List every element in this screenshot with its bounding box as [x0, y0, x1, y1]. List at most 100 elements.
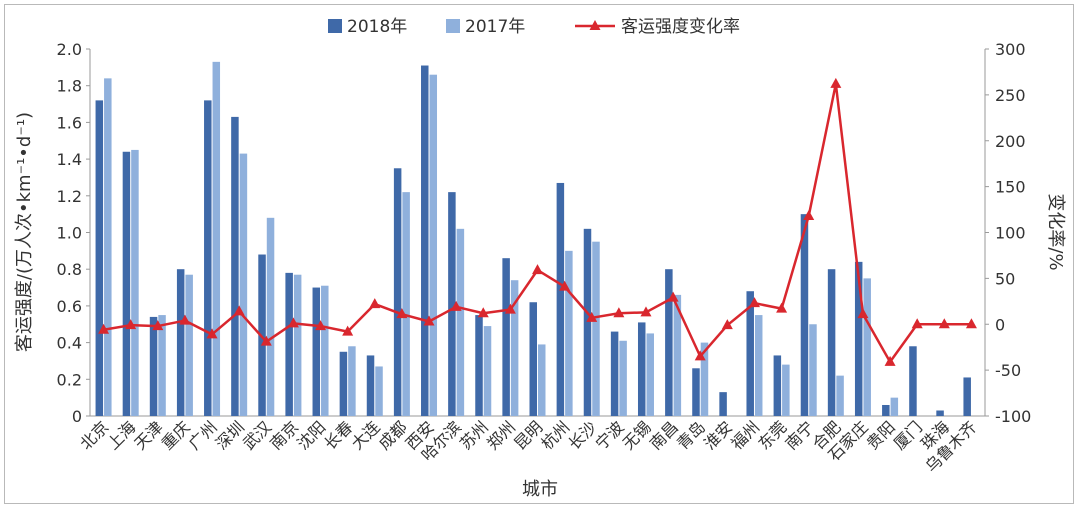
bar-2017: [158, 315, 166, 416]
right-tick-label: 300: [995, 40, 1026, 59]
change-rate-marker: [423, 315, 435, 326]
legend-swatch-2017: [446, 19, 460, 33]
bar-2017: [483, 326, 492, 416]
left-tick-label: 1.0: [57, 224, 82, 243]
y2-axis-title: 变化率/%: [1045, 193, 1066, 270]
change-rate-marker: [586, 311, 598, 322]
legend-triangle-marker-icon: [589, 20, 601, 30]
right-tick-label: 200: [995, 132, 1026, 151]
bar-2018: [448, 192, 456, 416]
bar-2017: [673, 294, 682, 416]
change-rate-marker: [721, 319, 733, 330]
change-rate-marker: [125, 319, 137, 330]
change-rate-marker: [965, 318, 977, 329]
bar-2018: [285, 272, 293, 416]
bar-2018: [936, 410, 944, 416]
bar-2017: [754, 315, 763, 416]
change-rate-marker: [803, 209, 815, 220]
change-rate-marker: [830, 77, 842, 88]
change-rate-series: [98, 77, 977, 366]
bar-2018: [231, 116, 239, 417]
left-axis: 0 0.2 0.4 0.6 0.8 1.0 1.2 1.4 1.6 1.8 2.0: [57, 40, 985, 426]
bar-2017: [809, 324, 817, 416]
left-tick-label: 0.4: [57, 334, 82, 353]
bar-2017: [266, 217, 275, 416]
bar-2018: [773, 355, 782, 416]
bar-2018: [95, 100, 104, 416]
bar-2017: [321, 285, 329, 416]
bar-2018: [421, 65, 429, 416]
left-tick-label: 0: [72, 407, 82, 426]
change-rate-marker: [559, 280, 571, 291]
bar-2017: [510, 280, 519, 416]
legend: 2018年 2017年 客运强度变化率: [328, 17, 740, 37]
bar-2018: [312, 287, 321, 416]
left-tick-label: 1.4: [57, 150, 82, 169]
left-tick-label: 1.8: [57, 77, 82, 96]
left-tick-label: 1.2: [57, 187, 82, 206]
bar-2017: [402, 192, 410, 416]
bar-2017: [131, 149, 139, 417]
legend-label-2017: 2017年: [465, 17, 525, 37]
change-rate-marker: [369, 298, 381, 309]
change-rate-marker: [477, 307, 489, 318]
left-tick-label: 0.2: [57, 370, 82, 389]
y-axis-title: 客运强度/(万人次•km⁻¹•d⁻¹): [14, 112, 35, 352]
change-rate-marker: [342, 325, 354, 336]
bar-2018: [366, 355, 375, 416]
change-rate-marker: [504, 303, 516, 314]
bar-2018: [909, 346, 917, 416]
bar-2017: [836, 375, 844, 416]
change-rate-marker: [694, 350, 706, 361]
change-rate-marker: [884, 355, 896, 366]
bar-2018: [583, 228, 592, 416]
bar-2017: [212, 61, 221, 416]
x-axis-title: 城市: [522, 479, 558, 500]
bar-2018: [339, 351, 348, 416]
bar-2018: [800, 214, 809, 416]
bar-2018: [204, 100, 212, 416]
bar-2017: [185, 274, 193, 416]
change-rate-marker: [938, 318, 950, 329]
change-rate-marker: [233, 305, 245, 316]
right-axis: -100 -50 0 50 100 150 200 250 300: [984, 40, 1031, 426]
bar-2018: [746, 291, 754, 416]
bar-2017: [592, 241, 600, 416]
bar-2017: [293, 274, 302, 416]
bar-2017: [646, 333, 654, 416]
change-rate-marker: [287, 317, 299, 328]
bar-2017: [619, 340, 627, 416]
right-tick-label: 0: [995, 315, 1005, 334]
bar-2017: [104, 78, 112, 417]
right-tick-label: -50: [995, 361, 1021, 380]
bar-2018: [502, 258, 510, 416]
change-rate-marker: [260, 335, 272, 346]
right-tick-label: 50: [995, 269, 1015, 288]
change-rate-marker: [450, 300, 462, 311]
bar-2018: [529, 302, 537, 416]
right-tick-label: 150: [995, 178, 1026, 197]
bar-2018: [556, 182, 565, 416]
change-rate-marker: [911, 318, 923, 329]
bar-2017: [538, 344, 546, 416]
bar-2018: [882, 404, 890, 416]
bar-2018: [692, 368, 700, 416]
change-rate-marker: [98, 323, 110, 334]
change-rate-marker: [748, 297, 760, 308]
bar-2017: [456, 228, 465, 416]
bar-series: [95, 61, 971, 417]
right-tick-label: 250: [995, 86, 1026, 105]
bar-2017: [890, 397, 899, 416]
bar-2017: [782, 364, 790, 416]
change-rate-marker: [396, 308, 408, 319]
change-rate-marker: [179, 314, 191, 325]
bar-2018: [637, 322, 646, 416]
bar-2017: [348, 346, 356, 416]
change-rate-marker: [640, 306, 652, 317]
change-rate-marker: [776, 302, 788, 313]
change-rate-marker: [857, 308, 869, 319]
bar-2018: [610, 331, 619, 416]
bar-2018: [827, 269, 836, 416]
bar-2018: [854, 261, 863, 416]
right-tick-label: 100: [995, 224, 1026, 243]
